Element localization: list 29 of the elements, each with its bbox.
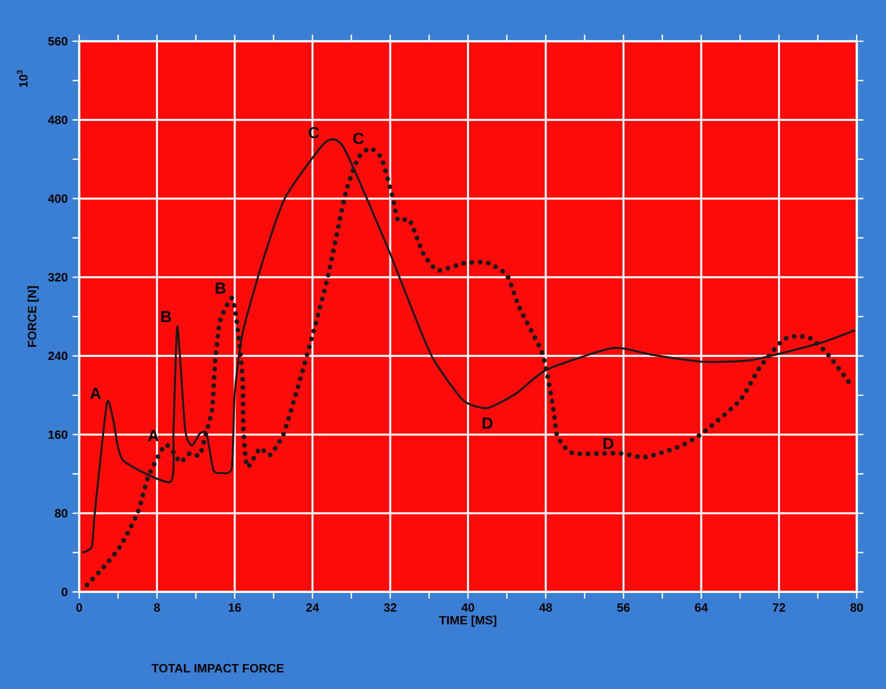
- x-tick-label: 24: [306, 603, 320, 612]
- y-axis-title: FORCE [N]: [28, 286, 39, 347]
- annotation: B: [161, 311, 172, 322]
- annotation: C: [353, 132, 364, 144]
- y-tick-label: 240: [48, 352, 68, 360]
- x-tick-label: 64: [695, 603, 708, 612]
- x-tick-label: 16: [228, 603, 241, 612]
- y-tick-label: 480: [48, 116, 68, 124]
- annotation: D: [482, 418, 493, 429]
- x-tick-label: 56: [617, 603, 630, 612]
- y-tick-label: 320: [48, 272, 68, 282]
- x-tick-label: 32: [384, 603, 396, 612]
- x-tick-label: 40: [462, 603, 474, 612]
- x-tick-label: 72: [772, 603, 786, 612]
- y-tick-label: 160: [48, 430, 68, 439]
- text: 10$^{3}$: [16, 70, 28, 87]
- annotation: B: [216, 282, 226, 294]
- y-tick-label: 560: [48, 36, 68, 46]
- annotation: A: [90, 388, 101, 399]
- x-tick-label: 80: [850, 603, 863, 612]
- x-tick-label: 48: [539, 603, 552, 612]
- y-tick-label: 0: [62, 588, 68, 596]
- text: TOTAL IMPACT FORCE: [152, 664, 284, 672]
- y-tick-label: 80: [54, 508, 68, 518]
- x-axis-title: TIME [MS]: [439, 616, 496, 627]
- x-tick-label: 0: [76, 603, 82, 612]
- x-tick-label: 8: [154, 603, 160, 612]
- y-tick-label: 400: [48, 194, 68, 203]
- annotation: D: [604, 438, 614, 449]
